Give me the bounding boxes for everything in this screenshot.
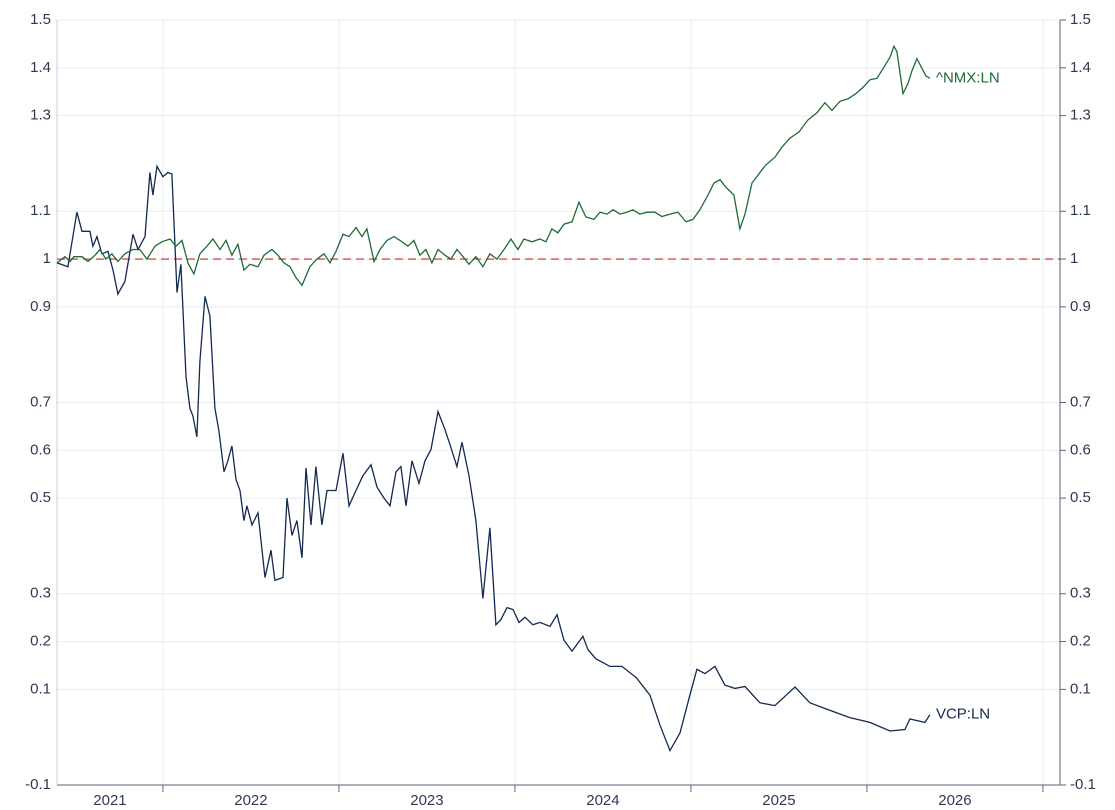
y2-tick-label: 0.2	[1070, 633, 1091, 650]
series-line	[56, 164, 931, 753]
y-tick-label: -0.1	[25, 776, 51, 793]
y2-tick-label: 0.7	[1070, 393, 1091, 410]
y2-tick-label: 1	[1070, 250, 1078, 267]
y-tick-label: 0.1	[30, 680, 51, 697]
series-label: ^NMX:LN	[936, 69, 1000, 86]
x-tick-label: 2024	[586, 792, 619, 809]
y2-tick-label: 1.5	[1070, 11, 1091, 28]
x-tick-label: 2023	[410, 792, 443, 809]
y-tick-label: 1	[43, 250, 51, 267]
y2-tick-label: 0.9	[1070, 298, 1091, 315]
y-tick-label: 0.5	[30, 489, 51, 506]
y-tick-label: 1.4	[30, 59, 51, 76]
x-tick-label: 2021	[93, 792, 126, 809]
y-tick-label: 1.1	[30, 202, 51, 219]
y2-tick-label: -0.1	[1070, 776, 1096, 793]
y2-tick-label: 0.3	[1070, 585, 1091, 602]
y2-tick-label: 1.3	[1070, 107, 1091, 124]
y-tick-label: 0.2	[30, 633, 51, 650]
y-tick-label: 1.5	[30, 11, 51, 28]
y-tick-label: 0.6	[30, 441, 51, 458]
y-tick-label: 0.7	[30, 393, 51, 410]
series-line	[56, 44, 931, 287]
x-tick-label: 2026	[938, 792, 971, 809]
y2-tick-label: 0.1	[1070, 680, 1091, 697]
y-tick-label: 0.9	[30, 298, 51, 315]
y2-tick-label: 1.1	[1070, 202, 1091, 219]
y2-tick-label: 0.5	[1070, 489, 1091, 506]
y2-tick-label: 0.6	[1070, 441, 1091, 458]
series-label: VCP:LN	[936, 706, 990, 723]
x-tick-label: 2025	[762, 792, 795, 809]
x-tick-label: 2022	[234, 792, 267, 809]
y2-tick-label: 1.4	[1070, 59, 1091, 76]
y-tick-label: 0.3	[30, 585, 51, 602]
y-tick-label: 1.3	[30, 107, 51, 124]
